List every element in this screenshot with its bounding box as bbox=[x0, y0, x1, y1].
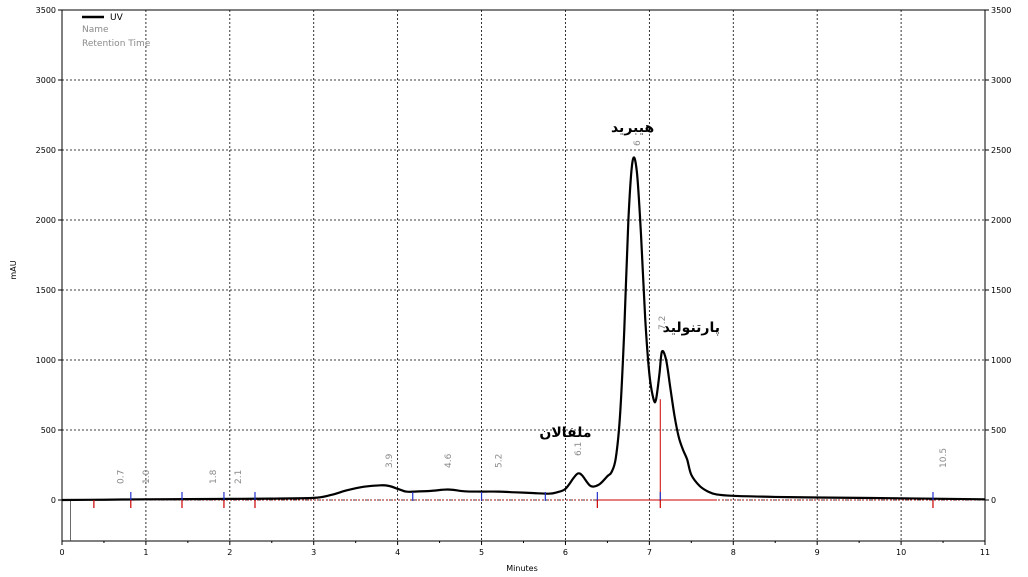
y2-tick-label: 1000 bbox=[991, 356, 1011, 365]
legend-series-name: UV bbox=[110, 13, 124, 23]
x-tick-label: 1 bbox=[143, 548, 148, 557]
x-tick-label: 5 bbox=[479, 548, 484, 557]
x-tick-label: 4 bbox=[395, 548, 400, 557]
y-axis-title: mAU bbox=[9, 260, 18, 279]
x-tick-label: 2 bbox=[227, 548, 232, 557]
retention-time-label: 6 bbox=[633, 140, 643, 146]
y-tick-label: 3000 bbox=[36, 76, 56, 85]
retention-time-labels: 0.7 1.0 1.8 2.1 3.9 4.6 5.2 6.1 6 7.2 10.5 bbox=[117, 140, 949, 484]
peak-name-label: ملفالان bbox=[539, 425, 591, 441]
peak-annotations: ملفالان هیبرید پارتنولید bbox=[539, 120, 720, 441]
x-tick-label: 8 bbox=[731, 548, 736, 557]
peak-markers bbox=[93, 492, 934, 508]
y-tick-label: 0 bbox=[51, 496, 56, 505]
y2-tick-label: 3000 bbox=[991, 76, 1011, 85]
y-tick-label: 1000 bbox=[36, 356, 56, 365]
y-tick-label: 500 bbox=[41, 426, 56, 435]
legend-line-name: Name bbox=[82, 25, 109, 35]
y2-tick-label: 2500 bbox=[991, 146, 1011, 155]
x-tick-label: 9 bbox=[815, 548, 820, 557]
y-tick-label: 2500 bbox=[36, 146, 56, 155]
retention-time-label: 4.6 bbox=[444, 453, 454, 468]
x-tick-label: 0 bbox=[59, 548, 64, 557]
retention-time-label: 10.5 bbox=[939, 448, 949, 468]
x-tick-label: 6 bbox=[563, 548, 568, 557]
grid-lines bbox=[62, 10, 985, 541]
x-axis-title: Minutes bbox=[506, 564, 538, 573]
y-tick-label: 1500 bbox=[36, 286, 56, 295]
uv-trace-line bbox=[61, 156, 986, 502]
x-tick-label: 7 bbox=[647, 548, 652, 557]
x-tick-label: 3 bbox=[311, 548, 316, 557]
y2-tick-label: 3500 bbox=[991, 6, 1011, 15]
peak-name-label: پارتنولید bbox=[663, 320, 720, 336]
retention-time-label: 2.1 bbox=[234, 470, 244, 484]
x-tick-label: 11 bbox=[980, 548, 990, 557]
y-tick-label: 2000 bbox=[36, 216, 56, 225]
y2-tick-label: 0 bbox=[991, 496, 996, 505]
y2-tick-label: 1500 bbox=[991, 286, 1011, 295]
peak-name-label: هیبرید bbox=[611, 120, 654, 136]
axes: 0 1 2 3 4 5 6 7 8 9 10 11 0 0 500 500 1000 1000 1500 1500 20… bbox=[36, 6, 1012, 557]
retention-time-label: 3.9 bbox=[385, 453, 395, 468]
y-tick-label: 3500 bbox=[36, 6, 56, 15]
retention-time-label: 6.1 bbox=[574, 442, 584, 456]
legend-line-retention-time: Retention Time bbox=[82, 39, 151, 49]
retention-time-label: 0.7 bbox=[117, 470, 127, 484]
y2-tick-label: 500 bbox=[991, 426, 1006, 435]
y2-tick-label: 2000 bbox=[991, 216, 1011, 225]
retention-time-label: 5.2 bbox=[494, 454, 504, 468]
retention-time-label: 1.0 bbox=[142, 469, 152, 484]
retention-time-label: 7.2 bbox=[658, 316, 668, 330]
uv-trace bbox=[61, 156, 986, 502]
legend: UV Name Retention Time bbox=[82, 13, 151, 49]
retention-time-label: 1.8 bbox=[209, 469, 219, 484]
x-tick-label: 10 bbox=[896, 548, 906, 557]
